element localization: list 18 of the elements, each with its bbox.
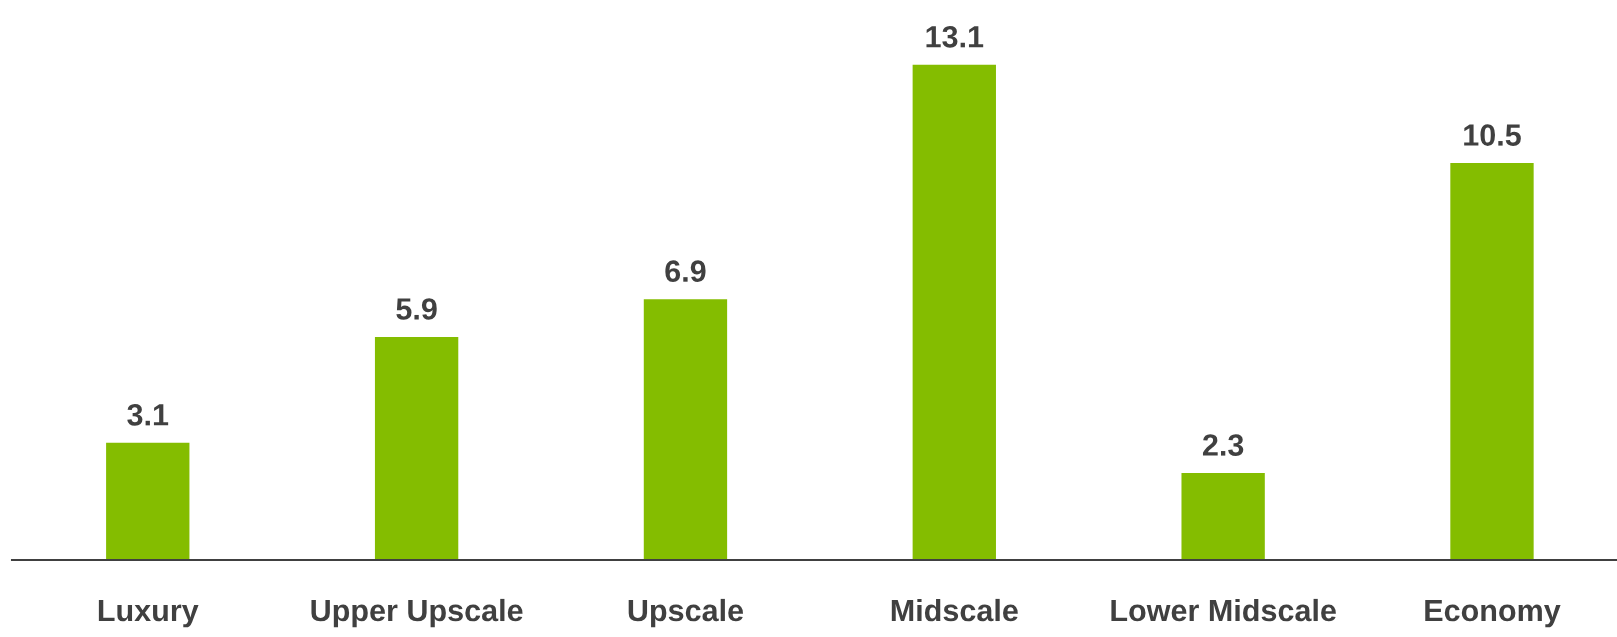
data-label: 5.9 — [396, 298, 437, 320]
bar — [374, 336, 459, 560]
bar — [912, 64, 996, 560]
x-tick-label: Luxury — [98, 600, 199, 628]
data-label: 13.1 — [926, 25, 984, 48]
x-tick-label: Economy — [1425, 600, 1561, 628]
x-tick-label: Lower Midscale — [1111, 598, 1336, 622]
data-label: 2.3 — [1202, 434, 1244, 456]
x-tick-label: Upscale — [628, 598, 744, 628]
data-label: 3.1 — [127, 404, 169, 426]
data-label: 6.9 — [665, 260, 706, 282]
x-tick-label: Midscale — [891, 598, 1018, 622]
bar — [106, 442, 190, 560]
bar — [1450, 163, 1534, 560]
bar — [643, 299, 728, 560]
bar — [1181, 473, 1265, 560]
data-label: 10.5 — [1464, 124, 1521, 146]
x-tick-label: Upper Upscale — [311, 598, 523, 628]
